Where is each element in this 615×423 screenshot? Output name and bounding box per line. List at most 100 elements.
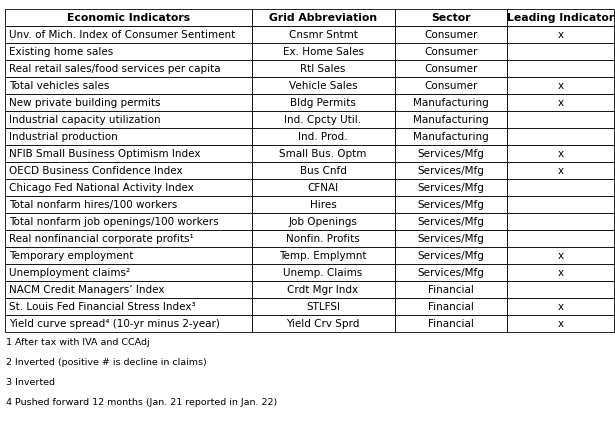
Text: Manufacturing: Manufacturing (413, 115, 489, 125)
Text: Grid Abbreviation: Grid Abbreviation (269, 13, 377, 23)
Bar (5, 162, 252, 179)
Bar (507, 196, 614, 214)
Bar (5, 299, 252, 316)
Bar (252, 128, 395, 146)
Bar (252, 9, 395, 26)
Bar (5, 9, 252, 26)
Bar (507, 162, 614, 179)
Bar (395, 264, 507, 281)
Text: x: x (557, 268, 563, 278)
Bar (395, 77, 507, 94)
Bar (507, 299, 614, 316)
Text: Real retail sales/food services per capita: Real retail sales/food services per capi… (9, 64, 220, 74)
Text: x: x (557, 302, 563, 312)
Bar (5, 264, 252, 281)
Bar (395, 196, 507, 214)
Text: Hires: Hires (310, 200, 336, 210)
Text: Ind. Prod.: Ind. Prod. (298, 132, 348, 142)
Bar (252, 43, 395, 60)
Text: NFIB Small Business Optimism Index: NFIB Small Business Optimism Index (9, 149, 200, 159)
Bar (252, 247, 395, 264)
Text: Services/Mfg: Services/Mfg (418, 217, 485, 227)
Text: Unemp. Claims: Unemp. Claims (284, 268, 363, 278)
Text: Small Bus. Optm: Small Bus. Optm (279, 149, 367, 159)
Bar (507, 94, 614, 111)
Bar (507, 9, 614, 26)
Text: Total nonfarm hires/100 workers: Total nonfarm hires/100 workers (9, 200, 177, 210)
Text: x: x (557, 251, 563, 261)
Bar (395, 316, 507, 332)
Text: Services/Mfg: Services/Mfg (418, 166, 485, 176)
Bar (507, 146, 614, 162)
Text: Unemployment claims²: Unemployment claims² (9, 268, 130, 278)
Bar (507, 281, 614, 299)
Bar (395, 111, 507, 128)
Text: Real nonfinancial corporate profits¹: Real nonfinancial corporate profits¹ (9, 234, 193, 244)
Text: Financial: Financial (428, 285, 474, 295)
Bar (507, 214, 614, 231)
Text: Economic Indicators: Economic Indicators (66, 13, 190, 23)
Bar (5, 94, 252, 111)
Text: Existing home sales: Existing home sales (9, 47, 113, 57)
Text: Total vehicles sales: Total vehicles sales (9, 81, 109, 91)
Text: x: x (557, 98, 563, 108)
Bar (252, 264, 395, 281)
Bar (252, 299, 395, 316)
Text: Sector: Sector (431, 13, 470, 23)
Text: Consumer: Consumer (424, 47, 478, 57)
Text: Financial: Financial (428, 319, 474, 329)
Bar (5, 179, 252, 196)
Text: Consumer: Consumer (424, 30, 478, 40)
Bar (395, 214, 507, 231)
Text: CFNAI: CFNAI (308, 183, 339, 193)
Text: 4 Pushed forward 12 months (Jan. 21 reported in Jan. 22): 4 Pushed forward 12 months (Jan. 21 repo… (6, 398, 277, 407)
Bar (395, 128, 507, 146)
Text: Financial: Financial (428, 302, 474, 312)
Text: 1 After tax with IVA and CCAdj: 1 After tax with IVA and CCAdj (6, 338, 150, 346)
Bar (5, 26, 252, 43)
Bar (395, 94, 507, 111)
Text: Temp. Emplymnt: Temp. Emplymnt (279, 251, 367, 261)
Text: Rtl Sales: Rtl Sales (300, 64, 346, 74)
Bar (5, 146, 252, 162)
Bar (395, 26, 507, 43)
Bar (5, 77, 252, 94)
Text: Bus Cnfd: Bus Cnfd (300, 166, 346, 176)
Bar (395, 60, 507, 77)
Text: x: x (557, 81, 563, 91)
Bar (507, 247, 614, 264)
Text: Yield curve spread⁴ (10-yr minus 2-year): Yield curve spread⁴ (10-yr minus 2-year) (9, 319, 220, 329)
Bar (507, 111, 614, 128)
Bar (252, 26, 395, 43)
Bar (5, 196, 252, 214)
Text: Manufacturing: Manufacturing (413, 132, 489, 142)
Bar (5, 316, 252, 332)
Bar (507, 231, 614, 247)
Text: NACM Credit Managers’ Index: NACM Credit Managers’ Index (9, 285, 164, 295)
Bar (5, 214, 252, 231)
Bar (395, 247, 507, 264)
Bar (507, 264, 614, 281)
Text: Yield Crv Sprd: Yield Crv Sprd (287, 319, 360, 329)
Text: x: x (557, 166, 563, 176)
Text: Total nonfarm job openings/100 workers: Total nonfarm job openings/100 workers (9, 217, 218, 227)
Text: St. Louis Fed Financial Stress Index³: St. Louis Fed Financial Stress Index³ (9, 302, 195, 312)
Bar (252, 162, 395, 179)
Text: STLFSI: STLFSI (306, 302, 340, 312)
Bar (5, 231, 252, 247)
Text: Services/Mfg: Services/Mfg (418, 200, 485, 210)
Text: Industrial capacity utilization: Industrial capacity utilization (9, 115, 161, 125)
Text: Services/Mfg: Services/Mfg (418, 251, 485, 261)
Text: Services/Mfg: Services/Mfg (418, 149, 485, 159)
Bar (395, 299, 507, 316)
Bar (252, 231, 395, 247)
Text: OECD Business Confidence Index: OECD Business Confidence Index (9, 166, 182, 176)
Bar (507, 316, 614, 332)
Text: x: x (557, 319, 563, 329)
Bar (5, 128, 252, 146)
Bar (395, 9, 507, 26)
Text: Bldg Permits: Bldg Permits (290, 98, 356, 108)
Text: x: x (557, 149, 563, 159)
Bar (252, 179, 395, 196)
Bar (5, 60, 252, 77)
